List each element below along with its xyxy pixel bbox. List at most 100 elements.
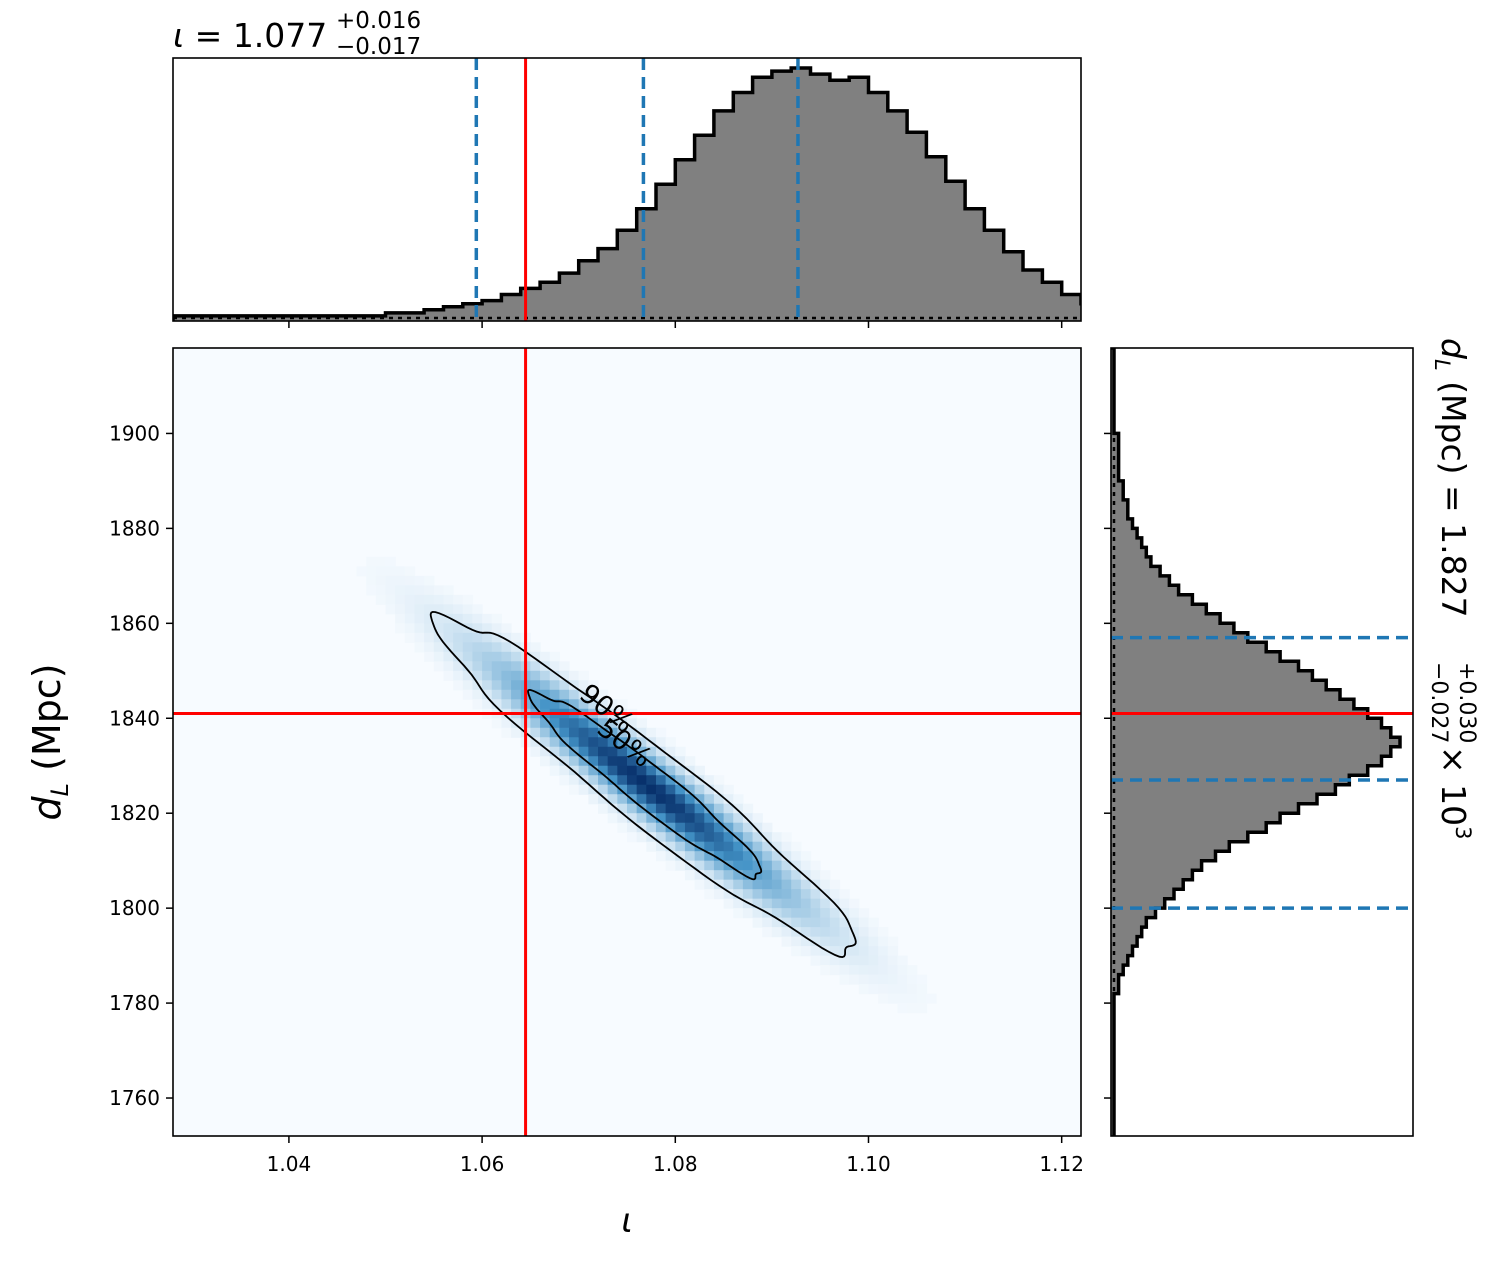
heatmap-cell [636, 765, 647, 776]
heatmap-cell [385, 566, 396, 577]
heatmap-cell [829, 955, 841, 966]
heatmap-cell [849, 955, 860, 966]
heatmap-cell [820, 870, 831, 881]
heatmap-cell [482, 623, 493, 634]
heatmap-cell [617, 746, 628, 757]
heatmap-cell [501, 727, 512, 738]
heatmap-cell [665, 794, 676, 805]
heatmap-cell [849, 936, 860, 947]
heatmap-cell [540, 651, 551, 662]
heatmap-cell [385, 575, 396, 586]
heatmap-cell [694, 841, 705, 852]
heatmap-cell [530, 670, 541, 681]
y-hist-fill [1111, 348, 1400, 1136]
heatmap-cell [781, 860, 792, 871]
heatmap-cell [511, 642, 522, 653]
heatmap-cell [540, 727, 551, 738]
heatmap-cell [771, 927, 783, 938]
heatmap-cell [752, 860, 763, 871]
y-tick-label: 1860 [109, 611, 160, 635]
heatmap-cell [540, 718, 551, 729]
heatmap-cell [559, 765, 570, 776]
heatmap-cell [791, 946, 802, 957]
heatmap-cell [511, 689, 522, 700]
heatmap-cell [549, 746, 560, 757]
heatmap-cell [356, 566, 367, 577]
heatmap-cell [636, 737, 647, 748]
heatmap-cell [617, 775, 628, 786]
heatmap-cell [839, 889, 850, 900]
heatmap-cell [878, 974, 889, 985]
heatmap-cell [511, 670, 522, 681]
heatmap-cell [472, 689, 483, 700]
heatmap-cell [916, 974, 928, 985]
heatmap-cell [684, 803, 696, 814]
heatmap-cell [858, 974, 870, 985]
heatmap-cell [559, 699, 570, 710]
heatmap-cell [598, 756, 609, 767]
heatmap-cell [569, 775, 580, 786]
heatmap-cell [839, 974, 850, 985]
heatmap-cell [752, 870, 763, 881]
heatmap-cell [762, 822, 773, 833]
heatmap-cell [781, 908, 792, 919]
heatmap-cell [704, 879, 715, 890]
heatmap-cell [713, 822, 725, 833]
heatmap-cell [559, 746, 570, 757]
heatmap-cell [723, 879, 734, 890]
heatmap-cell [540, 689, 551, 700]
heatmap-cell [482, 613, 493, 624]
heatmap-cell [385, 585, 396, 596]
heatmap-cell [472, 623, 483, 634]
heatmap-cell [627, 727, 638, 738]
heatmap-cell [675, 784, 686, 795]
heatmap-cell [636, 775, 647, 786]
heatmap-cell [501, 642, 512, 653]
heatmap-cell [395, 594, 406, 605]
heatmap-cell [655, 756, 667, 767]
heatmap-cell [443, 604, 454, 615]
x-summary-err-minus: −0.017 [336, 34, 421, 60]
heatmap-cell [549, 651, 560, 662]
heatmap-cell [433, 594, 445, 605]
heatmap-cell [501, 718, 512, 729]
heatmap-cell [404, 585, 416, 596]
heatmap-cell [675, 794, 686, 805]
heatmap-cell [588, 737, 599, 748]
heatmap-cell [762, 832, 773, 843]
heatmap-cell [453, 594, 464, 605]
heatmap-cell [684, 841, 696, 852]
injection-lines [173, 348, 1081, 1136]
heatmap-cell [530, 680, 541, 691]
heatmap-cell [752, 879, 763, 890]
heatmap-cell [636, 727, 647, 738]
heatmap-cell [443, 670, 454, 681]
heatmap-cell [907, 1003, 918, 1014]
heatmap-cell [752, 813, 763, 824]
heatmap-cell [627, 803, 638, 814]
heatmap-cell [684, 832, 696, 843]
heatmap-cell [627, 765, 638, 776]
heatmap-cell [781, 936, 792, 947]
heatmap-cell [636, 718, 647, 729]
heatmap-cell [395, 575, 406, 586]
heatmap-cell [713, 870, 725, 881]
heatmap-cell [781, 927, 792, 938]
heatmap-cell [646, 775, 657, 786]
heatmap-cell [414, 594, 425, 605]
heatmap-cell [501, 689, 512, 700]
heatmap-cell [839, 936, 850, 947]
heatmap-cell [636, 822, 647, 833]
heatmap-cell [540, 680, 551, 691]
heatmap-cell [713, 860, 725, 871]
heatmap-cell [665, 860, 676, 871]
x-marginal-ticks [288, 321, 1063, 328]
heatmap-cells [356, 556, 937, 1014]
heatmap-cell [887, 946, 899, 957]
heatmap-cell [858, 927, 870, 938]
heatmap-cell [762, 841, 773, 852]
heatmap-cell [752, 917, 763, 928]
heatmap-cell [453, 613, 464, 624]
x-tick-label: 1.08 [653, 1152, 698, 1176]
x-summary-err-plus: +0.016 [336, 8, 421, 34]
